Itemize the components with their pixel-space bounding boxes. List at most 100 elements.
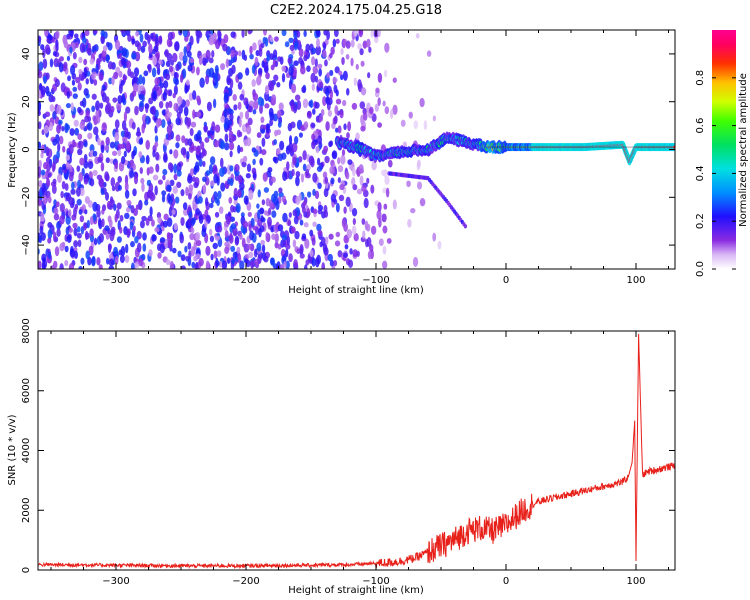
spectrogram-noise-cell — [343, 234, 349, 244]
spectrogram-noise-cell — [338, 194, 345, 202]
spectrogram-noise-cell — [316, 135, 323, 144]
spectrogram-noise-cell — [174, 196, 180, 204]
spectrogram-noise-cell — [55, 42, 59, 53]
spectrogram-noise-cell — [173, 222, 178, 231]
spectrogram-noise-cell — [84, 115, 90, 123]
spectrogram-noise-cell — [74, 250, 79, 259]
colorbar-tick-label: 0.4 — [695, 165, 706, 181]
spectrogram-noise-cell — [261, 60, 265, 68]
spectrogram-noise-cell — [162, 220, 168, 228]
spectrogram-noise-cell — [323, 145, 329, 153]
spectrogram-noise-cell — [309, 249, 314, 258]
spectrogram-noise-cell — [93, 237, 98, 246]
spectrogram-noise-cell — [77, 133, 83, 140]
spectrogram-noise-cell — [145, 217, 150, 226]
spectrogram-noise-cell — [250, 217, 255, 228]
spectrogram-noise-cell — [114, 213, 118, 223]
spectrogram-noise-cell — [295, 170, 301, 178]
spectrogram-noise-cell — [122, 74, 128, 81]
spectrogram-noise-cell — [293, 258, 298, 269]
spectrogram-noise-cell — [311, 140, 316, 150]
spectrogram-noise-cell — [227, 178, 231, 185]
spectrogram-noise-cell — [264, 103, 270, 109]
spectrogram-noise-cell — [196, 111, 202, 118]
spectrogram-noise-cell — [59, 215, 65, 225]
spectrogram-noise-cell — [147, 63, 152, 73]
spectrogram-noise-cell — [236, 129, 241, 138]
spectrogram-noise-cell — [105, 173, 110, 182]
spectrogram-noise-cell — [185, 79, 190, 86]
spectrogram-noise-cell — [187, 193, 192, 200]
spectrogram-noise-cell — [63, 41, 69, 49]
spectrogram-noise-cell — [216, 250, 222, 257]
spectrogram-noise-cell — [125, 60, 132, 69]
spectrogram-noise-cell — [38, 121, 42, 130]
spectrogram-noise-cell — [85, 250, 90, 260]
spectrogram-noise-cell — [298, 48, 304, 58]
spectrogram-noise-cell — [172, 52, 178, 63]
spectrogram-noise-cell — [311, 257, 316, 267]
spectrogram-noise-cell — [125, 206, 131, 213]
spectrogram-noise-cell — [316, 166, 323, 173]
spectrogram-noise-cell — [306, 207, 311, 218]
spectrogram-noise-cell — [264, 65, 269, 72]
spectrogram-noise-cell — [61, 163, 67, 171]
spectrogram-noise-cell — [124, 255, 130, 263]
spectrogram-noise-cell — [120, 245, 126, 257]
spectrogram-noise-cell — [337, 125, 342, 134]
spectrogram-noise-cell — [57, 142, 61, 153]
spectrogram-noise-cell — [148, 249, 153, 257]
spectrogram-noise-cell — [272, 59, 277, 68]
spectrogram-ytick-label: 40 — [21, 48, 32, 61]
spectrogram-noise-cell — [187, 64, 193, 72]
spectrogram-noise-cell — [161, 225, 165, 232]
spectrogram-noise-cell — [288, 253, 293, 263]
spectrogram-noise-cell — [377, 122, 382, 128]
spectrogram-noise-cell — [117, 184, 122, 191]
spectrogram-noise-cell — [212, 242, 218, 250]
spectrogram-noise-cell — [259, 157, 264, 166]
spectrogram-noise-cell — [175, 117, 182, 126]
spectrogram-noise-cell — [119, 226, 123, 234]
spectrogram-noise-cell — [163, 80, 169, 89]
spectrogram-tail-cell — [463, 224, 468, 229]
spectrogram-noise-cell — [282, 240, 287, 248]
spectrogram-noise-cell — [392, 199, 397, 210]
spectrogram-noise-cell — [205, 215, 211, 222]
spectrogram-noise-cell — [219, 167, 225, 178]
spectrogram-noise-cell — [240, 212, 245, 218]
spectrogram-noise-cell — [303, 54, 308, 62]
snr-ylabel: SNR (10 * v/v) — [7, 414, 18, 485]
spectrogram-noise-cell — [334, 105, 339, 115]
spectrogram-noise-cell — [87, 132, 93, 140]
spectrogram-noise-cell — [38, 110, 41, 117]
spectrogram-noise-cell — [325, 87, 330, 97]
spectrogram-noise-cell — [96, 208, 101, 218]
spectrogram-noise-cell — [271, 210, 277, 218]
spectrogram-noise-cell — [367, 250, 372, 260]
colorbar-ticks: 0.0 0.2 0.4 0.6 0.8 — [695, 70, 736, 277]
spectrogram-noise-cell — [52, 160, 56, 171]
spectrogram-noise-cell — [198, 258, 204, 267]
spectrogram-noise-cell — [155, 119, 161, 128]
spectrogram-noise-cell — [260, 128, 266, 134]
spectrogram-noise-cell — [109, 158, 114, 164]
spectrogram-noise-cell — [59, 203, 66, 213]
spectrogram-noise-cell — [78, 209, 83, 215]
spectrogram-noise-cell — [38, 141, 42, 151]
spectrogram-noise-cell — [190, 246, 196, 257]
spectrogram-noise-cell — [98, 264, 103, 269]
spectrogram-noise-cell — [213, 173, 219, 184]
spectrogram-noise-cell — [260, 98, 265, 107]
spectrogram-noise-cell — [301, 233, 307, 240]
spectrogram-noise-cell — [329, 165, 335, 175]
spectrogram-noise-cell — [330, 193, 337, 203]
spectrogram-noise-cell — [199, 77, 205, 88]
spectrogram-noise-cell — [179, 233, 184, 244]
spectrogram-noise-cell — [117, 94, 123, 104]
spectrogram-noise-cell — [262, 172, 268, 182]
spectrogram-noise-cell — [288, 66, 294, 76]
spectrogram-noise-cell — [292, 66, 297, 77]
spectrogram-noise-cell — [173, 149, 179, 159]
spectrogram-noise-cell — [68, 196, 74, 205]
